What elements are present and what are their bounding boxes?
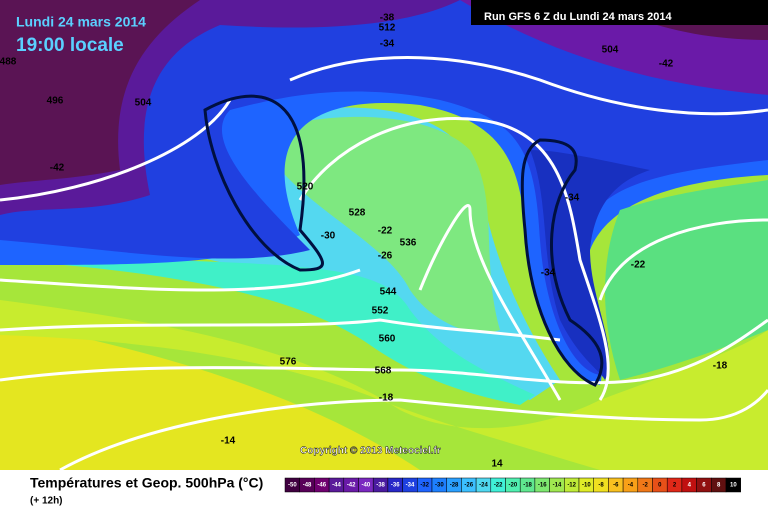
footer-subtitle: (+ 12h) (30, 496, 63, 507)
scale-label: -32 (420, 483, 429, 489)
scale-label: -26 (464, 483, 473, 489)
scale-label: -14 (553, 483, 562, 489)
contour-label: 488 (0, 57, 17, 68)
scale-label: -44 (332, 483, 341, 489)
scale-label: -28 (450, 483, 459, 489)
contour-label: -14 (221, 436, 236, 447)
scale-label: -48 (303, 483, 312, 489)
isotherm-minus-30 (203, 94, 604, 387)
contour-label: 552 (372, 306, 389, 317)
polar-core (0, 0, 200, 185)
mild-area (0, 300, 768, 470)
trough-core (530, 150, 650, 380)
copyright: Copyright © 2013 Meteociel.fr (300, 446, 441, 457)
scale-label: -2 (642, 483, 648, 489)
scale-label: -6 (613, 483, 619, 489)
scale-label: -16 (538, 483, 547, 489)
warm-area (0, 320, 420, 470)
scale-label: -8 (598, 483, 604, 489)
scale-label: -22 (494, 483, 503, 489)
date: Lundi 24 mars 2014 (16, 14, 146, 30)
contour-label: 568 (375, 366, 392, 377)
run-banner (471, 0, 768, 25)
contour-label: -42 (659, 59, 674, 70)
contour-label: 512 (379, 23, 396, 34)
contour-label: 496 (47, 96, 64, 107)
contour-label: 504 (135, 98, 152, 109)
east-green (605, 180, 768, 380)
contour-label: -34 (565, 193, 580, 204)
cold-edge (0, 255, 535, 405)
scale-label: 4 (688, 483, 692, 489)
contour-label: -38 (380, 13, 395, 24)
scale-label: -18 (523, 483, 532, 489)
scale-label: -46 (317, 483, 326, 489)
scale-label: -10 (582, 483, 591, 489)
scale-label: 0 (658, 483, 662, 489)
contour-label: -34 (380, 39, 395, 50)
contour-label: -26 (378, 251, 393, 262)
contour-label: 496 (685, 0, 702, 11)
scale-swatch (725, 477, 741, 493)
scale-label: -36 (391, 483, 400, 489)
scale-label: -50 (288, 483, 297, 489)
contour-label: 520 (297, 182, 314, 193)
geopotential-contours (0, 56, 768, 472)
contour-label: -30 (321, 231, 336, 242)
scale-label: -20 (509, 483, 518, 489)
contour-label: 14 (491, 459, 503, 470)
scale-label: -30 (435, 483, 444, 489)
scale-label: 10 (730, 483, 737, 489)
scale-label: 6 (702, 483, 706, 489)
scale-label: -24 (479, 483, 488, 489)
contour-label: 504 (602, 45, 619, 56)
contour-label: -18 (379, 393, 394, 404)
contour-label: -42 (50, 163, 65, 174)
contour-label: -22 (378, 226, 393, 237)
contour-label: -22 (631, 260, 646, 271)
time: 19:00 locale (16, 35, 124, 56)
contour-label: -34 (541, 268, 556, 279)
contour-label: 560 (379, 334, 396, 345)
scale-label: -12 (567, 483, 576, 489)
contour-label: 544 (380, 287, 397, 298)
contour-label: 576 (280, 357, 297, 368)
contour-label: 528 (349, 208, 366, 219)
contour-label: 536 (400, 238, 417, 249)
contour-label: -18 (713, 361, 728, 372)
scale-label: 2 (673, 483, 677, 489)
footer-title: Températures et Geop. 500hPa (°C) (30, 475, 263, 491)
scale-label: -42 (347, 483, 356, 489)
scale-label: -38 (376, 483, 385, 489)
run-info: Run GFS 6 Z du Lundi 24 mars 2014 (484, 11, 673, 23)
scale-label: -34 (406, 483, 415, 489)
scale-label: -40 (362, 483, 371, 489)
scale-label: 8 (717, 483, 721, 489)
scale-label: -4 (628, 483, 634, 489)
